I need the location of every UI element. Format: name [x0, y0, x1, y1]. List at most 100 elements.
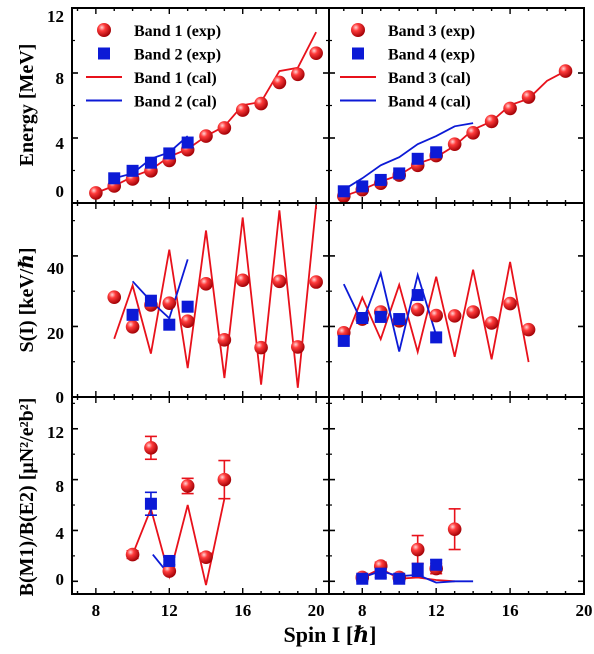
- plot-area-s-left: [107, 205, 323, 388]
- panel-s-right: [328, 202, 585, 398]
- data-point-square: [144, 294, 157, 307]
- data-point-circle: [235, 103, 250, 117]
- y-tick-label: 0: [56, 388, 65, 407]
- data-point-square: [356, 572, 369, 585]
- ylabel-bratio: B(M1)/B(E2) [μN²/e²b²]: [16, 398, 38, 597]
- data-point-circle: [254, 96, 268, 111]
- data-point-square: [144, 156, 157, 169]
- x-tick-label: 20: [576, 601, 593, 620]
- panel-b-right: 8 12 16 20: [328, 396, 593, 620]
- data-point-square: [163, 554, 176, 567]
- data-point-circle: [447, 309, 462, 323]
- data-point-circle: [125, 547, 140, 562]
- legend-label: Band 2 (exp): [134, 47, 221, 64]
- legend-label: Band 1 (cal): [134, 70, 217, 87]
- series-line-band-4-cal-: [343, 122, 474, 191]
- data-point-circle: [199, 129, 213, 143]
- data-point-square: [126, 308, 139, 321]
- plot-area-energy-right: [336, 64, 573, 203]
- y-tick-label: 8: [56, 477, 65, 496]
- y-tick-label: 8: [56, 69, 65, 88]
- legend-marker-circle: [97, 23, 111, 37]
- y-tick-label: 20: [47, 324, 64, 343]
- data-point-square: [374, 173, 387, 186]
- legend-label: Band 3 (exp): [388, 23, 475, 40]
- panel-frame: [328, 396, 585, 595]
- data-point-square: [163, 147, 176, 160]
- plot-area-s-right: [336, 261, 536, 363]
- legend-label: Band 4 (exp): [388, 47, 475, 64]
- data-point-circle: [410, 302, 425, 317]
- data-point-circle: [466, 126, 480, 140]
- x-tick-label: 8: [92, 601, 101, 620]
- data-point-circle: [272, 274, 287, 289]
- data-point-circle: [199, 276, 213, 291]
- y-tick-label: 12: [47, 423, 64, 442]
- data-point-circle: [144, 441, 158, 455]
- data-point-circle: [272, 75, 287, 90]
- data-point-circle: [521, 90, 536, 104]
- panel-b-left: 0 4 8 12 8 12 16 20: [47, 396, 330, 620]
- plot-area-b-right: [355, 508, 474, 585]
- data-point-circle: [162, 296, 177, 310]
- data-point-square: [430, 558, 443, 571]
- data-point-square: [374, 567, 387, 580]
- plot-area-energy-left: [89, 31, 323, 200]
- data-point-square: [108, 172, 121, 185]
- series-line-band-2-cal-: [131, 259, 189, 320]
- data-point-circle: [447, 137, 462, 151]
- data-point-circle: [254, 340, 268, 355]
- data-point-circle: [309, 275, 323, 289]
- x-tick-label: 12: [161, 601, 178, 620]
- data-point-circle: [290, 340, 305, 354]
- data-point-circle: [290, 67, 305, 82]
- x-tick-label: 16: [234, 601, 251, 620]
- panel-frame: [328, 202, 585, 398]
- x-tick-label: 12: [428, 601, 445, 620]
- data-point-circle: [107, 290, 122, 304]
- data-point-square: [411, 289, 424, 302]
- data-point-circle: [180, 314, 195, 328]
- data-point-square: [393, 167, 406, 180]
- data-point-square: [356, 180, 369, 193]
- data-point-circle: [199, 550, 213, 564]
- data-point-square: [126, 164, 139, 177]
- data-point-circle: [235, 273, 250, 288]
- data-point-square: [411, 563, 424, 576]
- y-tick-label: 0: [56, 570, 65, 589]
- data-point-circle: [429, 308, 443, 323]
- legend-marker-square: [352, 47, 364, 60]
- series-line-band-1-cal-: [131, 498, 226, 586]
- data-point-circle: [466, 305, 480, 319]
- ylabel-energy: Energy [MeV]: [16, 44, 38, 167]
- data-point-square: [356, 311, 369, 324]
- data-point-square: [337, 185, 350, 198]
- data-point-circle: [410, 542, 425, 557]
- data-point-square: [163, 318, 176, 331]
- data-point-circle: [521, 322, 536, 337]
- data-point-square: [374, 310, 387, 323]
- x-tick-label: 16: [502, 601, 519, 620]
- data-point-square: [430, 331, 443, 344]
- legend-left: Band 1 (exp) Band 2 (exp) Band 1 (cal) Band…: [86, 23, 221, 111]
- series-line-band-3-cal-: [342, 261, 530, 363]
- data-point-circle: [217, 472, 232, 487]
- legend-label: Band 2 (cal): [134, 94, 217, 111]
- data-point-square: [181, 136, 194, 149]
- x-tick-label: 8: [358, 601, 367, 620]
- legend-label: Band 3 (cal): [388, 70, 471, 87]
- data-point-circle: [89, 186, 103, 200]
- data-point-square: [144, 497, 157, 510]
- data-point-circle: [125, 320, 140, 334]
- y-tick-label: 4: [56, 524, 65, 543]
- legend-marker-square: [98, 47, 110, 60]
- data-point-square: [393, 572, 406, 585]
- panels: 0 4 8 12 0 20 40 0 4 8 12 8 12 16 20 8 12 16 20 Band 1 (exp…: [47, 7, 593, 620]
- data-point-circle: [180, 479, 195, 493]
- data-point-square: [181, 300, 194, 313]
- x-tick-label: 20: [308, 601, 325, 620]
- y-tick-label: 0: [56, 182, 65, 201]
- data-point-square: [393, 313, 406, 326]
- data-point-circle: [162, 564, 177, 578]
